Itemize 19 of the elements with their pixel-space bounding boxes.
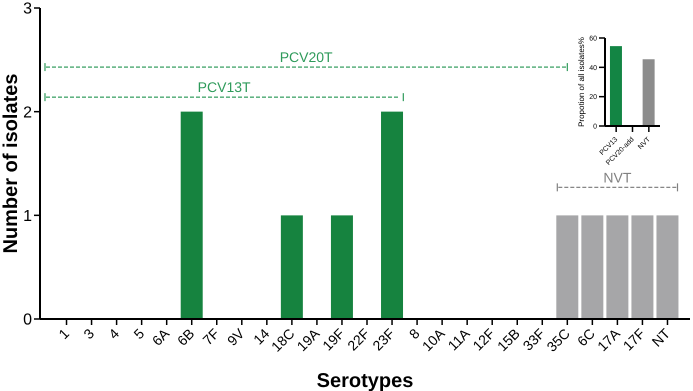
x-tick-label: 6A	[148, 324, 173, 349]
annotation: PCV20T	[280, 49, 334, 66]
y-tick-label: 0	[23, 312, 32, 329]
y-tick-label: 2	[23, 104, 32, 122]
y-axis-title: Propotion of all isolates%	[576, 37, 586, 127]
x-tick-label: NT	[648, 324, 674, 350]
x-tick-label: 6B	[174, 325, 198, 349]
annotation: PCV13T	[198, 79, 252, 96]
x-axis-title: Serotypes	[316, 370, 414, 391]
y-tick-label: 1	[23, 208, 32, 226]
y-tick-label: 3	[23, 0, 32, 18]
x-tick-label: 9V	[224, 324, 248, 349]
x-tick-label: 5	[130, 325, 148, 342]
x-tick-label: 4	[105, 325, 122, 342]
x-tick-label: 1	[55, 325, 72, 342]
y-axis-title: Number of isolates	[0, 73, 22, 254]
annotation: NVT	[603, 169, 632, 186]
x-tick-label: 3	[80, 325, 98, 342]
x-tick-label: 7F	[199, 325, 222, 348]
